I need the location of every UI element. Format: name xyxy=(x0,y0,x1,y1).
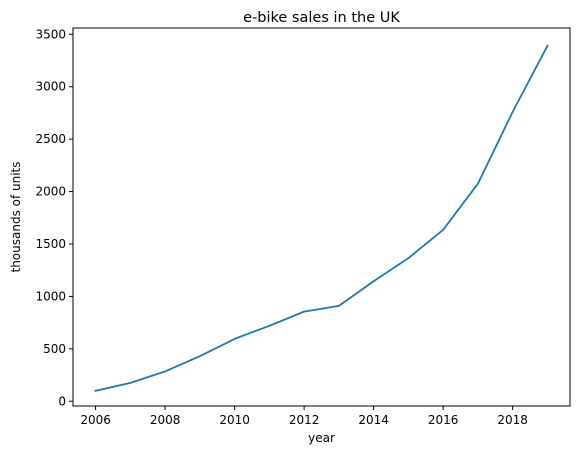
x-tick-label: 2006 xyxy=(80,413,111,427)
y-tick-label: 3500 xyxy=(35,27,66,41)
plot-frame xyxy=(72,27,571,407)
y-tick-label: 1000 xyxy=(35,289,66,303)
x-tick-label: 2010 xyxy=(219,413,250,427)
y-axis-label: thousands of units xyxy=(9,161,23,272)
x-tick-label: 2008 xyxy=(150,413,181,427)
x-tick-label: 2012 xyxy=(289,413,320,427)
x-tick-label: 2018 xyxy=(497,413,528,427)
chart-title: e-bike sales in the UK xyxy=(243,10,400,26)
y-tick-label: 2000 xyxy=(35,185,66,199)
y-tick-label: 0 xyxy=(58,394,66,408)
axis-ticks: 2006 2008 2010 2012 2014 2016 2018 0 500 1000 1500… xyxy=(35,27,527,427)
series-line xyxy=(94,44,549,392)
x-tick-label: 2014 xyxy=(358,413,389,427)
y-tick-label: 500 xyxy=(43,342,66,356)
plot-area xyxy=(94,44,549,392)
y-tick-label: 3000 xyxy=(35,80,66,94)
x-tick-label: 2016 xyxy=(428,413,459,427)
y-tick-label: 1500 xyxy=(35,237,66,251)
y-tick-label: 2500 xyxy=(35,132,66,146)
x-axis-label: year xyxy=(308,431,335,445)
